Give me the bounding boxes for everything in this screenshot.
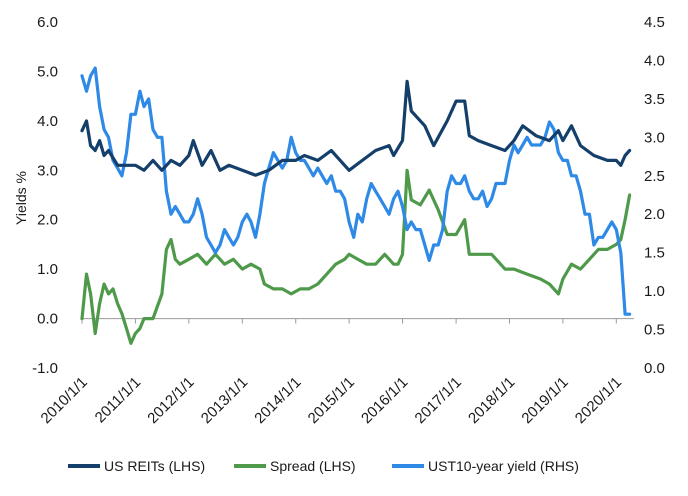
right-tick-label: 3.0 xyxy=(644,129,665,146)
x-tick-label: 2013/1/1 xyxy=(198,374,251,427)
left-tick-label: 0.0 xyxy=(37,311,58,328)
series-line-ust10 xyxy=(80,66,632,316)
left-tick-label: 5.0 xyxy=(37,63,58,80)
x-tick-label: 2020/1/1 xyxy=(572,374,625,427)
left-tick-label: -1.0 xyxy=(32,360,58,377)
right-tick-label: 4.0 xyxy=(644,52,665,69)
x-tick-label: 2014/1/1 xyxy=(251,374,304,427)
right-tick-label: 3.5 xyxy=(644,91,665,108)
left-tick-label: 2.0 xyxy=(37,212,58,229)
x-tick-label: 2016/1/1 xyxy=(358,374,411,427)
left-tick-label: 4.0 xyxy=(37,113,58,130)
x-tick-label: 2015/1/1 xyxy=(305,374,358,427)
right-tick-label: 2.5 xyxy=(644,168,665,185)
left-tick-label: 3.0 xyxy=(37,162,58,179)
series-line-spread xyxy=(80,168,632,345)
x-axis: 2010/1/1 2011/1/1 2012/1/1 2013/1/1 2014/1/1… xyxy=(38,318,625,427)
right-tick-label: 4.5 xyxy=(644,14,665,31)
x-tick-label: 2011/1/1 xyxy=(92,374,145,427)
legend: US REITs (LHS) Spread (LHS) UST10-year y… xyxy=(68,458,579,474)
right-y-axis: 4.5 4.0 3.5 3.0 2.5 2.0 1.5 1.0 0.5 0.0 xyxy=(644,14,665,377)
legend-item-spread: Spread (LHS) xyxy=(234,458,356,474)
right-tick-label: 0.0 xyxy=(644,360,665,377)
right-tick-label: 2.0 xyxy=(644,206,665,223)
right-tick-label: 1.0 xyxy=(644,283,665,300)
left-tick-label: 1.0 xyxy=(37,261,58,278)
legend-label-us-reits: US REITs (LHS) xyxy=(104,458,205,474)
x-tick-label: 2017/1/1 xyxy=(412,374,465,427)
left-y-axis: 6.0 5.0 4.0 3.0 2.0 1.0 0.0 -1.0 xyxy=(32,14,58,377)
legend-label-spread: Spread (LHS) xyxy=(270,458,356,474)
x-tick-label: 2019/1/1 xyxy=(518,374,571,427)
right-tick-label: 1.5 xyxy=(644,245,665,262)
right-tick-label: 0.5 xyxy=(644,322,665,339)
x-tick-label: 2012/1/1 xyxy=(144,374,197,427)
legend-item-ust10: UST10-year yield (RHS) xyxy=(392,458,579,474)
y-axis-title: Yields % xyxy=(13,171,29,225)
x-tick-label: 2018/1/1 xyxy=(465,374,518,427)
series-line-us-reits xyxy=(80,79,632,177)
legend-item-us-reits: US REITs (LHS) xyxy=(68,458,205,474)
series-layer xyxy=(80,66,632,345)
x-tick-label: 2010/1/1 xyxy=(38,374,91,427)
legend-label-ust10: UST10-year yield (RHS) xyxy=(428,458,579,474)
left-tick-label: 6.0 xyxy=(37,14,58,31)
